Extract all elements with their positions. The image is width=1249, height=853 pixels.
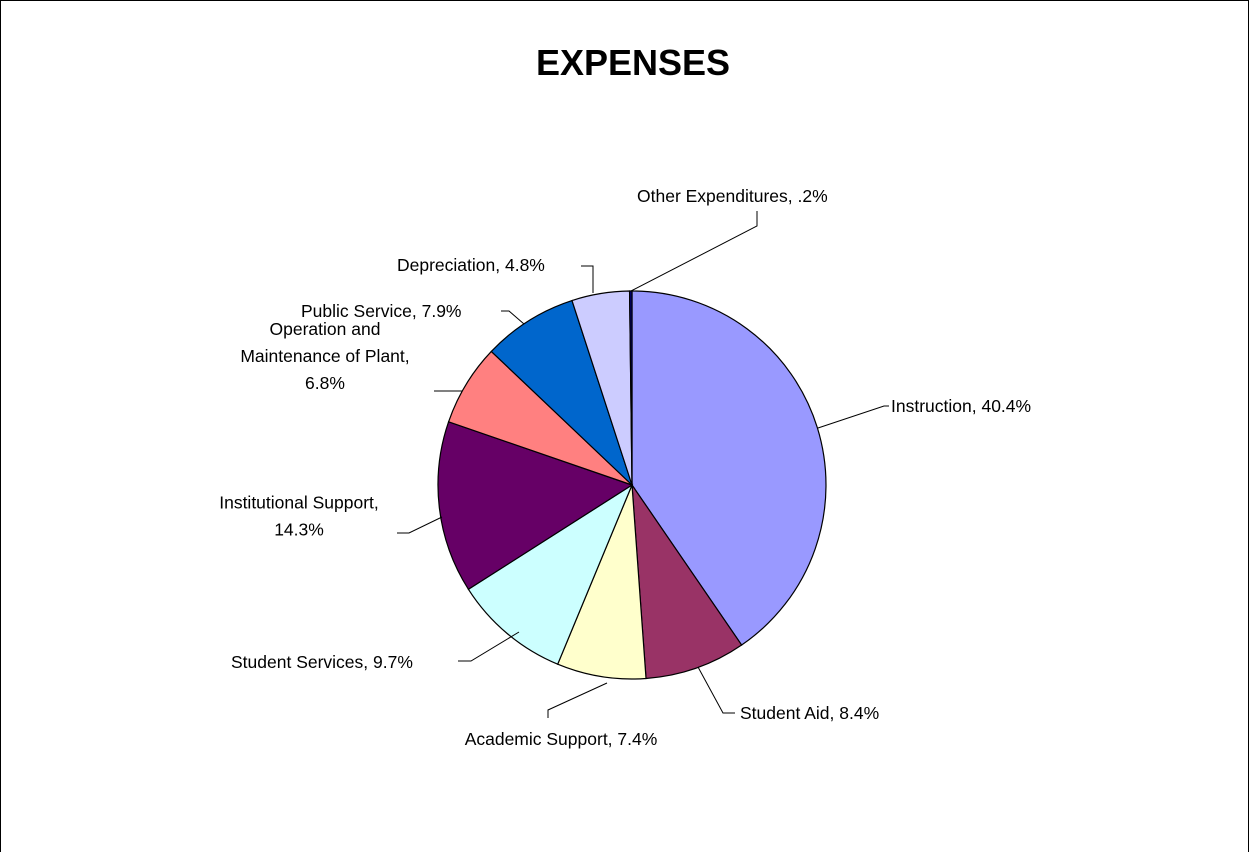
leader-line-5 (397, 517, 442, 533)
slice-label-4: Student Services, 9.7% (231, 652, 413, 672)
slice-label-9: Other Expenditures, .2% (637, 186, 828, 206)
slice-label-5: Institutional Support, 14.3% (219, 493, 379, 540)
slice-label-7: Public Service, 7.9% (301, 301, 462, 321)
leader-line-9 (631, 211, 757, 291)
pie-slices (438, 291, 826, 679)
leader-line-8 (581, 266, 593, 293)
leader-line-1 (818, 406, 889, 428)
slice-label-1: Instruction, 40.4% (891, 396, 1031, 416)
slice-label-6: Operation and Maintenance of Plant, 6.8% (240, 319, 409, 393)
leader-line-3 (548, 683, 607, 718)
leader-line-7 (501, 311, 524, 324)
leader-line-2 (698, 667, 735, 713)
slice-label-2: Student Aid, 8.4% (740, 703, 879, 723)
slice-label-3: Academic Support, 7.4% (465, 729, 658, 749)
chart-title: EXPENSES (536, 42, 730, 83)
slice-label-8: Depreciation, 4.8% (397, 255, 545, 275)
